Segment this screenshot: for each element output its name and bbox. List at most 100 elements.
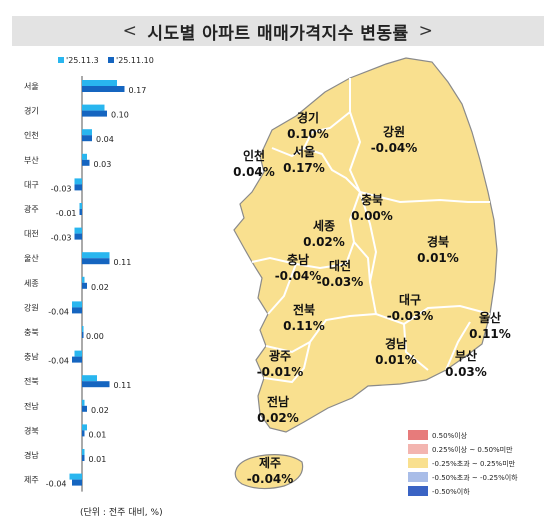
map-legend-swatch — [408, 486, 428, 496]
bar-series-1 — [82, 375, 97, 382]
map-legend-label: -0.50%초과 ~ -0.25%이하 — [432, 473, 518, 482]
bar-series-2 — [72, 307, 82, 314]
map-legend-label: -0.50%이하 — [432, 487, 470, 496]
legend-swatch-1 — [58, 57, 64, 63]
category-label: 강원 — [24, 302, 39, 312]
bar-series-2 — [79, 209, 82, 215]
category-label: 광주 — [24, 204, 39, 214]
bar-series-1 — [82, 104, 105, 111]
map-region-value: 0.01% — [375, 353, 417, 367]
map-region-name: 부산 — [455, 348, 477, 363]
bar-series-2 — [72, 479, 82, 486]
map-region-value: -0.04% — [371, 141, 418, 155]
map-shapes — [233, 57, 498, 490]
data-label: 0.00 — [86, 332, 104, 341]
category-label: 전남 — [24, 401, 39, 411]
region-map: 경기 0.10% 강원 -0.04% 인천 0.04% 서울 0.17% 충북 0.00% 세종 0.… — [233, 57, 518, 496]
map-region-name: 대전 — [329, 258, 351, 273]
map-region-value: 0.10% — [287, 127, 329, 141]
map-legend-swatch — [408, 458, 428, 468]
map-region-name: 광주 — [269, 348, 291, 363]
bar-series-1 — [82, 276, 85, 283]
map-region-value: 0.02% — [257, 411, 299, 425]
bar-series-1 — [82, 153, 87, 160]
map-legend-label: 0.25%이상 ~ 0.50%미만 — [432, 445, 513, 454]
map-region-name: 강원 — [383, 125, 405, 139]
bar-series-2 — [82, 455, 85, 461]
map-region-name: 인천 — [243, 148, 265, 163]
map-legend-swatch — [408, 430, 428, 440]
map-legend: 0.50%이상 0.25%이상 ~ 0.50%미만 -0.25%초과 ~ 0.25%… — [408, 430, 518, 496]
category-label: 울산 — [24, 253, 39, 263]
map-region-value: -0.03% — [317, 275, 364, 289]
map-region-name: 전남 — [267, 394, 289, 409]
map-region-name: 대구 — [399, 293, 421, 307]
chart-legend: '25.11.3 '25.11.10 — [58, 56, 154, 65]
map-region-value: 0.02% — [303, 235, 345, 249]
data-label: 0.02 — [91, 406, 109, 415]
bar-series-1 — [82, 399, 85, 406]
map-legend-swatch — [408, 472, 428, 482]
map-region-value: -0.04% — [247, 472, 294, 486]
bar-series-1 — [72, 301, 82, 308]
bar-series-2 — [82, 86, 125, 92]
category-label: 부산 — [24, 155, 39, 165]
data-label: -0.03 — [51, 184, 72, 193]
bar-series-2 — [82, 282, 87, 289]
bar-series-2 — [82, 135, 92, 142]
bar-series-1 — [74, 178, 82, 185]
map-region-name: 경남 — [385, 336, 407, 351]
bar-series-2 — [72, 356, 82, 363]
bar-series-2 — [74, 233, 82, 240]
data-label: -0.04 — [48, 357, 69, 366]
category-label: 충남 — [24, 353, 39, 362]
category-label: 충북 — [24, 328, 39, 337]
map-legend-swatch — [408, 444, 428, 454]
map-labels: 경기 0.10% 강원 -0.04% 인천 0.04% 서울 0.17% 충북 0.00% 세종 0.… — [233, 110, 511, 486]
data-label: 0.11 — [114, 258, 132, 267]
map-region-name: 충남 — [287, 252, 309, 267]
map-region-name: 경기 — [297, 110, 319, 125]
bar-series-2 — [82, 110, 107, 117]
category-label: 대구 — [24, 180, 39, 189]
map-region-name: 세종 — [313, 218, 335, 233]
legend-swatch-2 — [108, 57, 114, 63]
bar-series-2 — [82, 430, 85, 437]
bars — [69, 80, 125, 486]
map-region-value: 0.03% — [445, 365, 487, 379]
bar-series-1 — [82, 424, 87, 431]
data-label: 0.01 — [89, 430, 107, 439]
category-label: 제주 — [24, 476, 39, 485]
map-region-name: 경북 — [427, 235, 449, 249]
chevron-left-icon: < — [122, 21, 138, 41]
map-region-value: 0.00% — [351, 209, 393, 223]
map-region-value: 0.01% — [417, 251, 459, 265]
data-label: 0.03 — [94, 160, 112, 169]
value-labels: 0.17 0.10 0.04 0.03 -0.03 -0.01 -0.03 0.11 0.02 -… — [46, 86, 147, 489]
category-label: 인천 — [24, 130, 39, 140]
bar-series-2 — [74, 184, 82, 191]
data-label: 0.04 — [96, 135, 114, 144]
map-region-value: 0.04% — [233, 165, 275, 179]
category-label: 대전 — [24, 229, 39, 239]
data-label: -0.01 — [56, 209, 77, 218]
data-label: 0.10 — [111, 111, 129, 120]
map-region-name: 서울 — [293, 144, 315, 159]
map-region-name: 충북 — [361, 192, 383, 207]
category-label: 세종 — [24, 279, 39, 288]
category-label: 전북 — [24, 376, 39, 386]
map-region-name: 전북 — [293, 302, 315, 317]
legend-label-1: '25.11.3 — [66, 56, 99, 65]
bar-series-1 — [74, 350, 82, 357]
map-region-name: 울산 — [479, 310, 501, 325]
map-region-name: 제주 — [259, 456, 281, 470]
category-label: 경북 — [24, 425, 39, 435]
bar-series-2 — [82, 159, 90, 166]
map-region-value: -0.04% — [275, 269, 322, 283]
region-borders — [251, 78, 491, 384]
bar-series-2 — [82, 258, 110, 265]
bar-series-1 — [82, 326, 84, 332]
data-label: 0.17 — [129, 86, 147, 95]
bar-series-1 — [82, 449, 85, 455]
